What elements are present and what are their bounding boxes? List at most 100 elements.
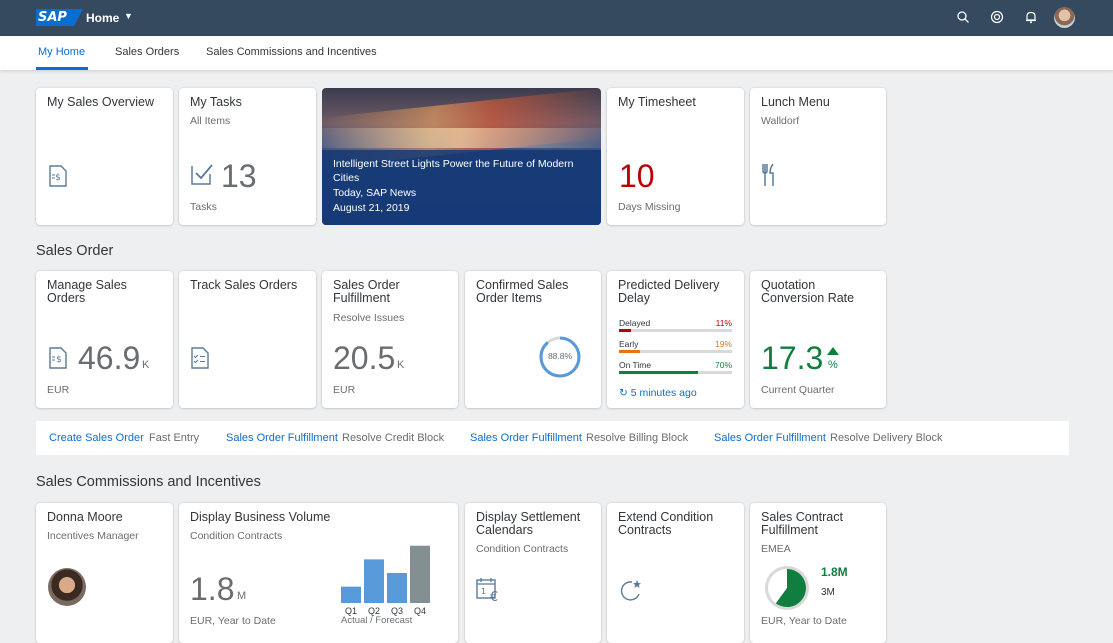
tile-donna-moore[interactable]: Donna Moore Incentives Manager	[36, 503, 173, 643]
tile-display-settlement-calendars[interactable]: Display Settlement Calendars Condition C…	[465, 503, 601, 643]
kpi-unit: M	[237, 590, 247, 602]
row-value: 70%	[714, 360, 732, 370]
refresh-icon: ↻	[619, 387, 628, 399]
tile-sales-contract-fulfillment[interactable]: Sales Contract Fulfillment EMEA 1.8M 3M …	[750, 503, 886, 643]
delivery-row-on-time: On Time 70%	[619, 360, 732, 370]
tile-title: Quotation Conversion Rate	[761, 278, 855, 305]
tile-subtitle: Condition Contracts	[476, 543, 569, 555]
tile-my-timesheet[interactable]: My Timesheet 10 Days Missing	[607, 88, 744, 225]
link-sales-order-fulfillment-credit[interactable]: Sales Order Fulfillment	[226, 432, 338, 444]
checklist-icon	[191, 347, 209, 369]
fork-knife-icon	[762, 163, 774, 186]
tick-label-q1: Q1	[345, 606, 357, 616]
tile-title: My Timesheet	[618, 95, 696, 109]
refresh-label: 5 minutes ago	[630, 387, 697, 399]
row-label: Early	[619, 339, 639, 349]
tile-confirmed-sales-order-items[interactable]: Confirmed Sales Order Items 88.8%	[465, 271, 601, 408]
tile-footer: Current Quarter	[761, 384, 835, 396]
link-create-sales-order[interactable]: Create Sales Order	[49, 432, 144, 444]
kpi-unit: K	[142, 359, 150, 371]
tile-my-tasks[interactable]: My Tasks All Items 13 Tasks	[179, 88, 316, 225]
tile-title: My Tasks	[190, 95, 242, 109]
business-volume-bar-chart: Q1 Q2 Q3 Q4	[341, 545, 430, 616]
refresh-link[interactable]: ↻ 5 minutes ago	[619, 387, 697, 399]
bar-delayed	[619, 329, 632, 332]
tab-sales-orders[interactable]: Sales Orders	[115, 46, 180, 58]
tab-my-home[interactable]: My Home	[38, 46, 86, 58]
sales-document-icon: $	[49, 165, 67, 187]
tick-label-q3: Q3	[391, 606, 403, 616]
delivery-row-delayed: Delayed 11%	[619, 318, 732, 328]
shell-bar: SAP Home ▼	[0, 0, 1113, 36]
copilot-icon[interactable]	[990, 10, 1004, 24]
bar-q3	[387, 573, 407, 603]
row-label: On Time	[619, 360, 652, 370]
shell-title[interactable]: Home	[86, 11, 120, 25]
bar-q2	[364, 559, 384, 603]
tile-title: Extend Condition Contracts	[618, 510, 714, 537]
contract-pie-chart	[765, 566, 809, 610]
tile-predicted-delivery-delay[interactable]: Predicted Delivery Delay Delayed 11% Earl…	[607, 271, 744, 408]
tile-footer: Days Missing	[618, 201, 681, 213]
bell-icon[interactable]	[1024, 10, 1038, 24]
tile-title: Display Business Volume	[190, 510, 331, 524]
timesheet-value: 10	[619, 158, 655, 194]
row-value: 11%	[715, 318, 732, 328]
svg-text:$: $	[56, 355, 62, 365]
tile-sales-order-fulfillment[interactable]: Sales Order Fulfillment Resolve Issues 2…	[322, 271, 458, 408]
tile-subtitle: Condition Contracts	[190, 530, 283, 542]
link-sales-order-fulfillment-billing[interactable]: Sales Order Fulfillment	[470, 432, 582, 444]
tile-title: Lunch Menu	[761, 95, 830, 109]
sales-document-icon: $	[49, 347, 67, 369]
tasks-count: 13	[221, 158, 257, 194]
bar-q1	[341, 586, 361, 603]
delivery-row-early: Early 19%	[619, 339, 732, 349]
user-avatar[interactable]	[1054, 7, 1075, 28]
tab-sales-commissions[interactable]: Sales Commissions and Incentives	[206, 46, 377, 58]
active-tab-indicator	[36, 67, 88, 70]
section-title-sales-order: Sales Order	[36, 243, 114, 259]
tile-my-sales-overview[interactable]: My Sales Overview $	[36, 88, 173, 225]
link-subtitle: Resolve Billing Block	[586, 432, 689, 444]
news-date: August 21, 2019	[333, 202, 410, 214]
tile-subtitle: Resolve Issues	[333, 312, 405, 324]
tile-subtitle: All Items	[190, 115, 231, 127]
tile-track-sales-orders[interactable]: Track Sales Orders	[179, 271, 316, 408]
chevron-down-icon[interactable]: ▼	[124, 11, 133, 21]
row-label: Delayed	[619, 318, 651, 328]
link-tiles-bar: Create Sales Order Fast Entry Sales Orde…	[36, 421, 1069, 455]
svg-text:€: €	[490, 590, 498, 603]
tile-subtitle: Incentives Manager	[47, 530, 139, 542]
tile-title: Track Sales Orders	[190, 278, 298, 292]
kpi-unit: K	[397, 359, 405, 371]
radial-progress-chart	[539, 336, 581, 378]
tile-title: Confirmed Sales Order Items	[476, 278, 569, 305]
bar-track	[619, 329, 732, 332]
tile-title: Donna Moore	[47, 510, 123, 524]
tile-footer: EUR	[333, 384, 356, 396]
person-avatar	[48, 568, 86, 606]
kpi-value: 1.8	[190, 571, 235, 607]
progress-fill	[539, 336, 581, 378]
tile-manage-sales-orders[interactable]: Manage Sales Orders $ 46.9 K EUR	[36, 271, 173, 408]
bar-early	[619, 350, 641, 353]
tile-lunch-menu[interactable]: Lunch Menu Walldorf	[750, 88, 886, 225]
kpi-value: 46.9	[78, 340, 141, 376]
svg-text:1: 1	[481, 587, 486, 596]
calendar-euro-icon: 1 €	[476, 578, 498, 603]
news-tile[interactable]: Intelligent Street Lights Power the Futu…	[322, 88, 601, 225]
tile-title: My Sales Overview	[47, 95, 154, 109]
news-image-highlight	[322, 128, 601, 148]
tile-extend-condition-contracts[interactable]: Extend Condition Contracts	[607, 503, 744, 643]
tile-quotation-conversion-rate[interactable]: Quotation Conversion Rate 17.3 % Current…	[750, 271, 886, 408]
section-title-sales-commissions: Sales Commissions and Incentives	[36, 474, 261, 490]
link-sales-order-fulfillment-delivery[interactable]: Sales Order Fulfillment	[714, 432, 826, 444]
tile-footer: EUR	[47, 384, 70, 396]
tile-title: Display Settlement Calendars	[476, 510, 581, 537]
bar-q4	[410, 545, 430, 603]
search-icon[interactable]	[956, 10, 970, 24]
news-headline: Intelligent Street Lights Power the Futu…	[333, 158, 574, 184]
trend-up-icon	[827, 347, 839, 355]
sap-logo[interactable]: SAP	[36, 9, 83, 26]
tile-display-business-volume[interactable]: Display Business Volume Condition Contra…	[179, 503, 458, 643]
